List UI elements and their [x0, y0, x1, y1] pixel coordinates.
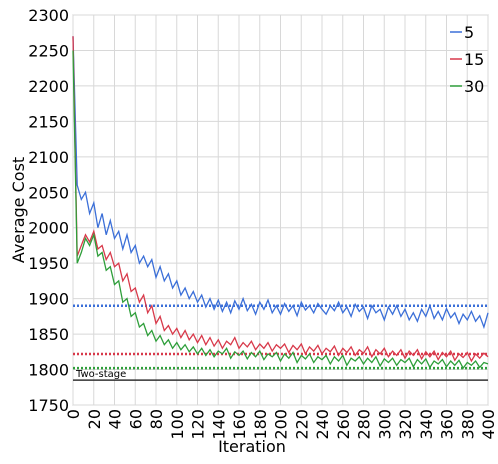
- x-tick-label: 260: [334, 409, 353, 440]
- y-tick-label: 2200: [28, 77, 69, 96]
- x-tick-label: 20: [85, 409, 104, 429]
- y-tick-label: 1900: [28, 290, 69, 309]
- y-tick-label: 1850: [28, 325, 69, 344]
- x-tick-label: 0: [64, 409, 83, 419]
- x-tick-label: 380: [458, 409, 477, 440]
- series-line: [72, 36, 489, 363]
- x-tick-label: 40: [106, 409, 125, 429]
- y-axis-label: Average Cost: [9, 157, 28, 263]
- x-tick-label: 400: [479, 409, 498, 440]
- series-line: [72, 50, 489, 370]
- x-tick-label: 180: [251, 409, 270, 440]
- x-tick-label: 80: [147, 409, 166, 429]
- x-axis-label: Iteration: [218, 437, 286, 456]
- x-tick-label: 220: [292, 409, 311, 440]
- y-tick-label: 2050: [28, 183, 69, 202]
- y-tick-label: 1950: [28, 254, 69, 273]
- legend-label: 5: [464, 23, 474, 42]
- x-tick-label: 320: [396, 409, 415, 440]
- y-tick-label: 2300: [28, 6, 69, 25]
- x-tick-label: 300: [375, 409, 394, 440]
- x-tick-label: 140: [209, 409, 228, 440]
- y-tick-label: 2000: [28, 219, 69, 238]
- x-tick-label: 340: [417, 409, 436, 440]
- y-tick-label: 2150: [28, 112, 69, 131]
- y-tick-label: 1800: [28, 361, 69, 380]
- legend-label: 15: [464, 50, 484, 69]
- series-line: [72, 36, 489, 330]
- x-tick-label: 160: [230, 409, 249, 440]
- y-tick-label: 2250: [28, 41, 69, 60]
- x-tick-label: 100: [168, 409, 187, 440]
- legend-label: 30: [464, 77, 484, 96]
- x-tick-label: 200: [272, 409, 291, 440]
- x-tick-label: 120: [189, 409, 208, 440]
- x-tick-label: 60: [126, 409, 145, 429]
- x-tick-label: 280: [355, 409, 374, 440]
- y-tick-label: 2100: [28, 148, 69, 167]
- x-tick-label: 360: [438, 409, 457, 440]
- x-tick-label: 240: [313, 409, 332, 440]
- reference-label: Two-stage: [75, 369, 126, 380]
- y-tick-label: 1750: [28, 396, 69, 415]
